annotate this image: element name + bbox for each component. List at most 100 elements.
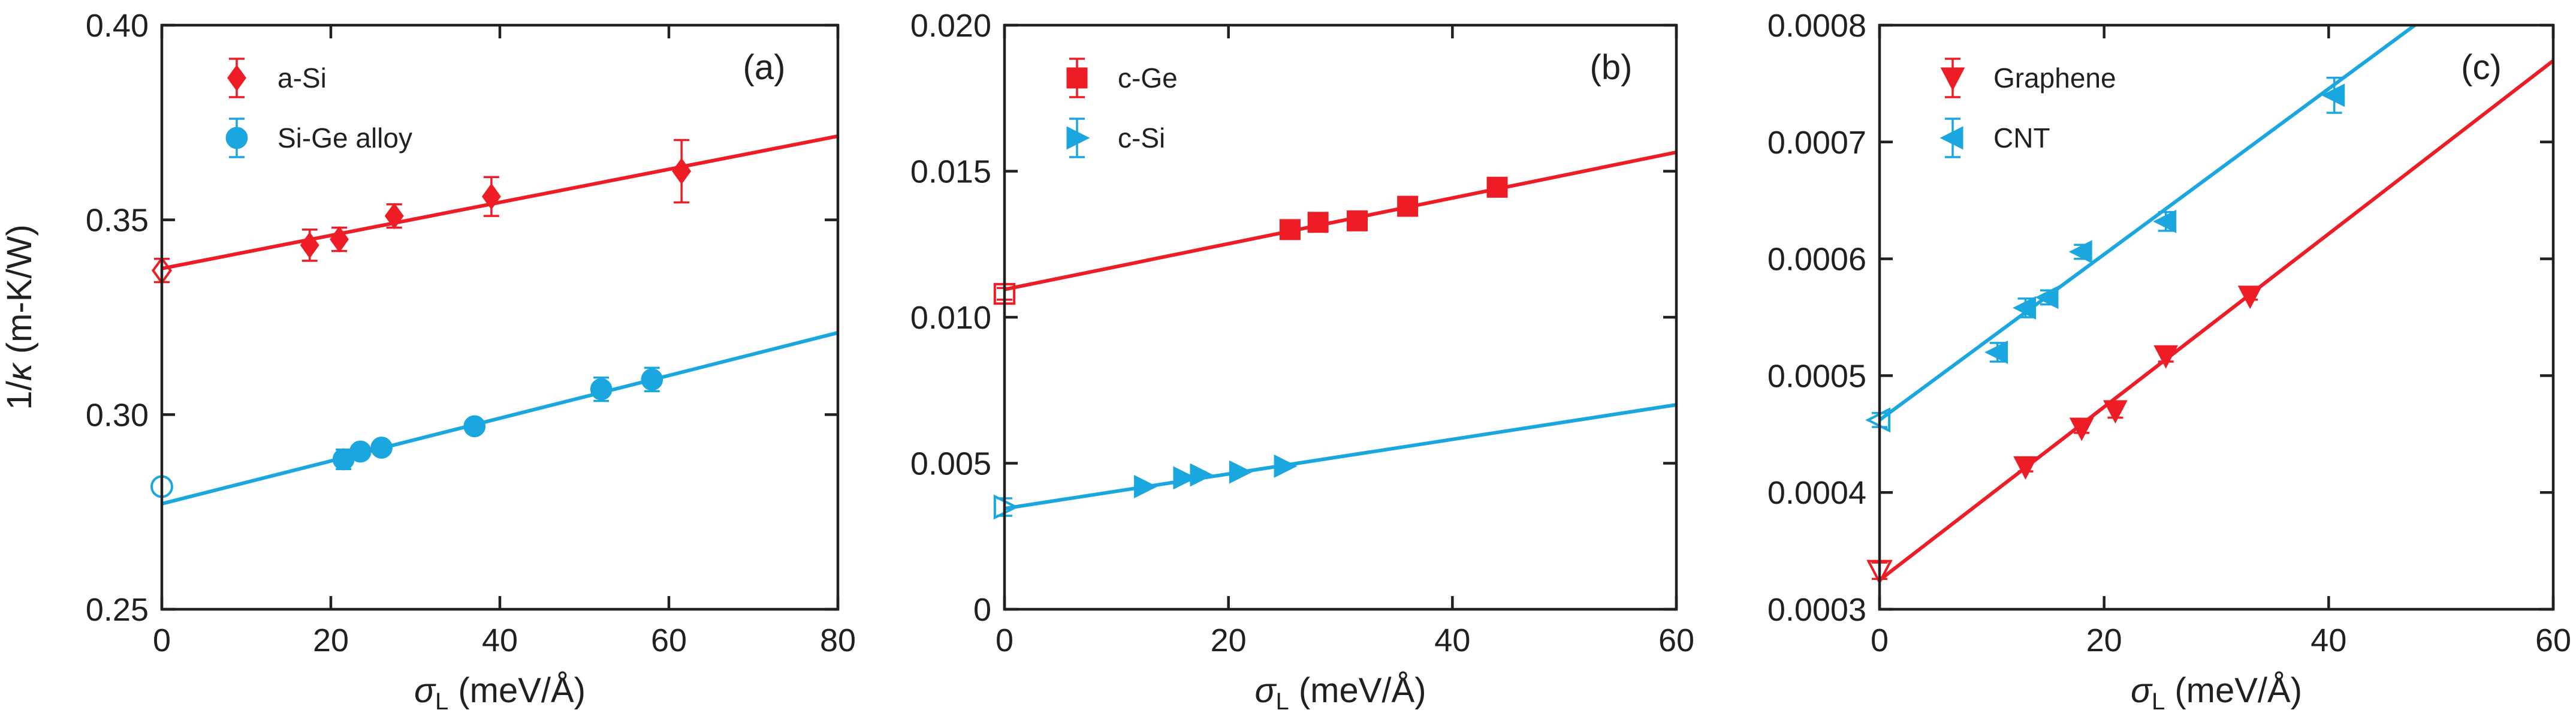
- legend-item: a-Si: [227, 58, 327, 98]
- legend-marker: [1939, 126, 1963, 150]
- x-axis-label: σL (meV/Å): [2131, 671, 2302, 715]
- legend-label: c-Ge: [1118, 62, 1178, 94]
- y-tick-label: 0.0007: [1767, 125, 1866, 161]
- legend-item: c-Si: [1066, 118, 1165, 158]
- x-axis-label: σL (meV/Å): [414, 671, 586, 715]
- data-point: [2013, 296, 2037, 320]
- legend-marker: [1940, 67, 1965, 91]
- x-tick-label: 80: [820, 622, 856, 658]
- data-point: [2068, 240, 2092, 264]
- chart-panel-3: 0 20 40 60 0.0003 0.0004 0.0005 0.0006 0.0007 0.0…: [1767, 8, 2571, 715]
- panel-label: (a): [743, 48, 786, 87]
- plot-frame: [160, 23, 840, 611]
- y-tick-label: 0.30: [86, 397, 149, 433]
- data-point: [1486, 176, 1508, 198]
- legend-label: Si-Ge alloy: [277, 122, 412, 154]
- data-point: [1274, 454, 1298, 478]
- data-point: [1397, 195, 1419, 217]
- series-c-si: [993, 454, 1298, 520]
- legend: c-Ge c-Si: [1066, 58, 1178, 158]
- legend-label: a-Si: [277, 62, 327, 94]
- data-point: [370, 437, 393, 459]
- x-tick-label: 20: [1211, 622, 1247, 658]
- data-point: [2153, 209, 2177, 233]
- legend-marker: [1066, 126, 1090, 150]
- chart-panel-1: 0 20 40 60 80 0.25 0.30 0.35 0.40 σL (meV/Å) 1/κ (…: [0, 8, 856, 715]
- x-tick-label: 0: [1871, 622, 1889, 658]
- y-tick-label: 0.0008: [1767, 8, 1866, 44]
- fit-line-c-si: [1005, 403, 1676, 510]
- fit-line-a-si: [162, 134, 838, 270]
- legend-marker: [227, 64, 246, 92]
- y-tick-label: 0.0005: [1767, 358, 1866, 394]
- data-point: [300, 231, 319, 258]
- series-si-ge-alloy: [150, 366, 663, 498]
- fit-line-cnt: [1880, 25, 2418, 422]
- y-tick-label: 0.40: [86, 8, 149, 44]
- fit-line-graphene: [1880, 59, 2553, 582]
- data-point: [1347, 210, 1368, 231]
- legend-item: c-Ge: [1066, 58, 1178, 98]
- data-point: [2013, 456, 2038, 480]
- chart-panel-2: 0 20 40 60 0 0.005 0.010 0.015 0.020 σL (meV/Å) (b…: [910, 8, 1694, 715]
- x-axis-label: σL (meV/Å): [1254, 671, 1426, 715]
- data-point: [330, 226, 349, 253]
- x-tick-label: 40: [1434, 622, 1470, 658]
- data-point: [2321, 83, 2345, 107]
- legend-marker: [1066, 67, 1088, 89]
- y-tick-label: 0.005: [910, 446, 991, 482]
- plot-frame: [1003, 23, 1678, 611]
- data-point: [1279, 219, 1301, 240]
- data-point: [672, 158, 692, 185]
- data-point: [1984, 340, 2008, 364]
- y-tick-label: 0: [973, 592, 991, 628]
- legend: a-Si Si-Ge alloy: [225, 58, 412, 158]
- panel-label: (c): [2461, 48, 2502, 87]
- fit-line-si-ge-alloy: [162, 330, 838, 506]
- x-tick-label: 40: [482, 622, 518, 658]
- plot-frame: [1878, 23, 2555, 611]
- legend-item: Si-Ge alloy: [225, 118, 412, 158]
- data-point: [2103, 400, 2128, 424]
- x-tick-label: 0: [153, 622, 171, 658]
- y-tick-label: 0.015: [910, 154, 991, 190]
- data-point: [463, 415, 486, 438]
- y-tick-label: 0.0003: [1767, 592, 1866, 628]
- x-tick-label: 40: [2310, 622, 2346, 658]
- y-tick-label: 0.35: [86, 203, 149, 239]
- data-point: [349, 440, 372, 463]
- y-tick-label: 0.0006: [1767, 242, 1866, 278]
- legend-item: Graphene: [1940, 58, 2116, 98]
- panel-label: (b): [1590, 48, 1633, 87]
- x-tick-label: 60: [2535, 622, 2571, 658]
- legend: Graphene CNT: [1939, 58, 2116, 158]
- x-tick-label: 20: [2086, 622, 2122, 658]
- x-tick-label: 60: [651, 622, 687, 658]
- data-point: [384, 203, 404, 230]
- data-point: [1229, 460, 1253, 484]
- series-a-si: [152, 139, 692, 285]
- data-point: [2153, 345, 2179, 369]
- legend-label: c-Si: [1118, 122, 1165, 154]
- data-point: [2035, 285, 2059, 309]
- data-point: [590, 378, 613, 401]
- y-tick-label: 0.0004: [1767, 475, 1866, 511]
- fit-line-c-ge: [1005, 151, 1676, 291]
- data-point: [1173, 466, 1197, 490]
- x-tick-label: 20: [313, 622, 349, 658]
- x-tick-label: 0: [996, 622, 1013, 658]
- data-point: [2237, 285, 2263, 309]
- y-tick-label: 0.010: [910, 300, 991, 336]
- data-point: [1307, 212, 1329, 233]
- y-tick-label: 0.25: [86, 592, 149, 628]
- data-point: [1190, 463, 1214, 487]
- intercept-point: [993, 282, 1016, 305]
- series-graphene: [1866, 285, 2263, 585]
- legend-marker: [225, 127, 248, 149]
- y-axis-label: 1/κ (m-K/W): [0, 224, 39, 410]
- y-tick-label: 0.020: [910, 8, 991, 44]
- legend-item: CNT: [1939, 118, 2050, 158]
- x-tick-label: 60: [1658, 622, 1694, 658]
- data-point: [2069, 417, 2094, 441]
